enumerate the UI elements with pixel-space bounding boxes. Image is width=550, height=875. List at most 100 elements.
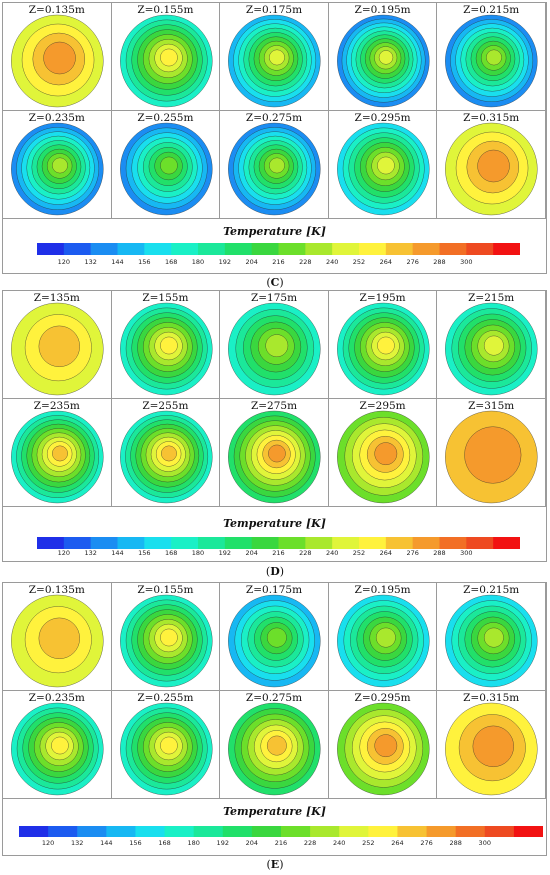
isotherm-band bbox=[473, 725, 515, 767]
z-position-label: Z=155m bbox=[142, 292, 189, 304]
contour-cell: Z=0.155m bbox=[111, 583, 221, 691]
contour-cell: Z=0.235m bbox=[3, 691, 112, 799]
temperature-contour-plot bbox=[228, 702, 321, 796]
colorbar-tick-label: 240 bbox=[333, 839, 346, 847]
colorbar-tick-label: 156 bbox=[138, 258, 151, 266]
contour-cell: Z=275m bbox=[220, 399, 329, 507]
colorbar-tick-label: 276 bbox=[406, 549, 419, 557]
colorbar-segment bbox=[164, 826, 195, 837]
panel-d: Z=135m Z=155m Z=175m Z=195m Z=215m Z=235m Z=25… bbox=[2, 290, 547, 562]
isotherm-band bbox=[52, 157, 68, 174]
contour-cell: Z=235m bbox=[3, 399, 112, 507]
contour-cell: Z=0.175m bbox=[220, 583, 329, 691]
contour-cell: Z=175m bbox=[220, 291, 329, 399]
colorbar-tick-label: 252 bbox=[362, 839, 375, 847]
temperature-contour-plot bbox=[228, 410, 321, 504]
contour-cell: Z=0.255m bbox=[111, 691, 221, 799]
colorbar-tick-label: 252 bbox=[352, 258, 366, 266]
temperature-contour-plot bbox=[445, 14, 538, 108]
temperature-contour-plot bbox=[119, 122, 213, 216]
z-position-label: Z=195m bbox=[359, 292, 406, 304]
colorbar-segment bbox=[117, 243, 145, 255]
colorbar-tick-label: 300 bbox=[478, 839, 491, 847]
temperature-contour-plot bbox=[11, 702, 104, 796]
colorbar-tick-label: 288 bbox=[433, 549, 446, 557]
temperature-contour-plot bbox=[119, 302, 213, 396]
colorbar-tick-label: 132 bbox=[84, 549, 97, 557]
colorbar-segment bbox=[77, 826, 107, 837]
colorbar-segment bbox=[305, 537, 333, 549]
colorbar-segment bbox=[37, 537, 65, 549]
isotherm-band bbox=[376, 336, 395, 355]
contour-cell: Z=0.315m bbox=[437, 111, 546, 219]
contour-cell: Z=0.315m bbox=[437, 691, 546, 799]
z-position-label: Z=0.215m bbox=[463, 584, 520, 596]
temperature-contour-plot bbox=[336, 122, 430, 216]
colorbar bbox=[37, 243, 520, 255]
colorbar-tick-label: 168 bbox=[164, 549, 178, 557]
isotherm-band bbox=[374, 442, 397, 465]
contour-cell: Z=0.275m bbox=[220, 691, 329, 799]
colorbar-segment bbox=[278, 537, 306, 549]
contour-cell: Z=0.255m bbox=[111, 111, 221, 219]
colorbar-segment bbox=[439, 537, 467, 549]
colorbar-tick-label: 144 bbox=[111, 258, 124, 266]
z-position-label: Z=235m bbox=[33, 400, 80, 412]
z-position-label: Z=295m bbox=[359, 400, 406, 412]
colorbar-tick-label: 228 bbox=[299, 258, 312, 266]
colorbar-segment bbox=[198, 537, 226, 549]
z-position-label: Z=135m bbox=[33, 292, 80, 304]
contour-cell: Z=215m bbox=[437, 291, 546, 399]
temperature-contour-plot bbox=[445, 302, 538, 396]
z-position-label: Z=215m bbox=[468, 292, 515, 304]
contour-cell: Z=0.135m bbox=[3, 583, 112, 691]
temperature-contour-plot bbox=[11, 302, 104, 396]
colorbar-segment bbox=[144, 243, 172, 255]
colorbar-segment bbox=[412, 537, 440, 549]
isotherm-band bbox=[374, 734, 397, 757]
colorbar-segment bbox=[305, 243, 333, 255]
z-position-label: Z=0.195m bbox=[354, 4, 411, 16]
colorbar-segment bbox=[493, 243, 520, 255]
z-position-label: Z=0.295m bbox=[354, 692, 411, 704]
colorbar-tick-label: 288 bbox=[449, 839, 462, 847]
colorbar-tick-label: 192 bbox=[218, 258, 232, 266]
z-position-label: Z=0.235m bbox=[28, 692, 85, 704]
contour-cell: Z=0.135m bbox=[3, 3, 112, 111]
colorbar-tick-label: 240 bbox=[325, 549, 339, 557]
temperature-contour-plot bbox=[11, 594, 104, 688]
colorbar-tick-label: 228 bbox=[303, 839, 317, 847]
colorbar-segment bbox=[368, 826, 398, 837]
temperature-contour-plot bbox=[336, 302, 430, 396]
colorbar bbox=[37, 537, 520, 549]
colorbar-segment bbox=[193, 826, 224, 837]
colorbar-tick-label: 204 bbox=[245, 839, 259, 847]
colorbar-segment bbox=[224, 537, 253, 549]
colorbar-tick-label: 120 bbox=[57, 258, 71, 266]
isotherm-band bbox=[484, 335, 505, 356]
isotherm-band bbox=[376, 156, 395, 175]
colorbar-title: Temperature [K] bbox=[223, 517, 326, 530]
isotherm-band bbox=[51, 736, 69, 755]
colorbar-segment bbox=[37, 243, 65, 255]
isotherm-band bbox=[464, 426, 522, 484]
temperature-contour-plot bbox=[11, 14, 104, 108]
temperature-contour-plot bbox=[119, 594, 213, 688]
colorbar-segment bbox=[171, 537, 199, 549]
z-position-label: Z=0.235m bbox=[28, 112, 85, 124]
colorbar-tick-label: 264 bbox=[379, 258, 393, 266]
colorbar-tick-label: 276 bbox=[420, 839, 433, 847]
contour-cell: Z=0.215m bbox=[437, 3, 546, 111]
colorbar-segment bbox=[466, 537, 494, 549]
colorbar-segment bbox=[385, 243, 414, 255]
colorbar-segment bbox=[397, 826, 428, 837]
colorbar-segment bbox=[426, 826, 457, 837]
z-position-label: Z=0.315m bbox=[463, 112, 520, 124]
temperature-contour-plot bbox=[119, 14, 213, 108]
isotherm-band bbox=[159, 628, 178, 647]
colorbar-tick-label: 120 bbox=[57, 549, 71, 557]
colorbar-tick-label: 156 bbox=[138, 549, 151, 557]
isotherm-band bbox=[159, 336, 178, 355]
panel-e: Z=0.135m Z=0.155m Z=0.175m Z=0.195m Z=0.215m… bbox=[2, 582, 547, 856]
temperature-contour-plot bbox=[119, 410, 213, 504]
